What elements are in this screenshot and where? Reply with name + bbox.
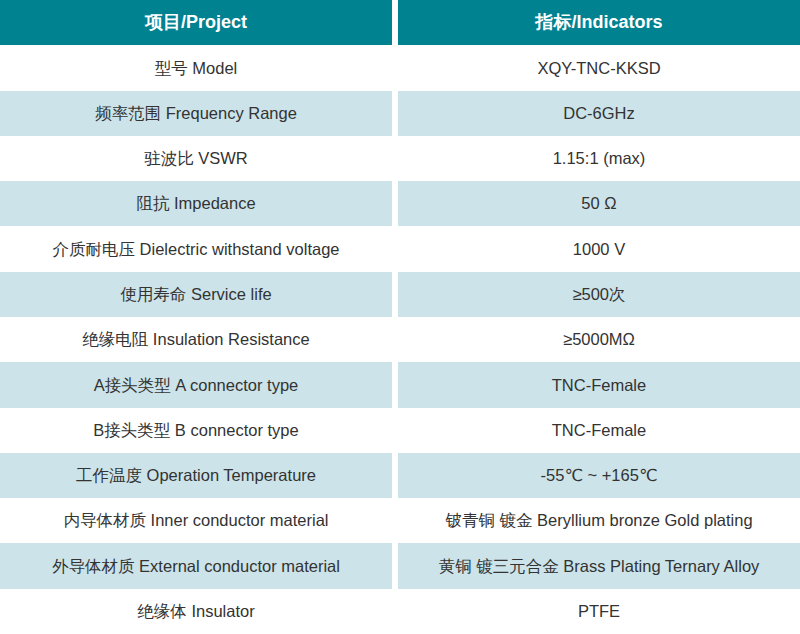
row-value-cell: 1.15:1 (max): [398, 136, 800, 181]
table-row: 内导体材质 Inner conductor material 铍青铜 镀金 Be…: [0, 498, 800, 543]
row-label-cell: A接头类型 A connector type: [0, 362, 398, 407]
row-label-cell: 型号 Model: [0, 45, 398, 90]
row-value-cell: DC-6GHz: [398, 91, 800, 136]
row-label-cell: 绝缘电阻 Insulation Resistance: [0, 317, 398, 362]
row-value-cell: ≥5000MΩ: [398, 317, 800, 362]
table-row: 外导体材质 External conductor material 黄铜 镀三元…: [0, 543, 800, 588]
table-row: 绝缘体 Insulator PTFE: [0, 589, 800, 634]
row-value-cell: ≥500次: [398, 272, 800, 317]
table-row: 工作温度 Operation Temperature -55℃ ~ +165℃: [0, 453, 800, 498]
row-value-cell: PTFE: [398, 589, 800, 634]
row-label-cell: B接头类型 B connector type: [0, 408, 398, 453]
row-label-cell: 绝缘体 Insulator: [0, 589, 398, 634]
row-value-cell: 50 Ω: [398, 181, 800, 226]
row-value-cell: 铍青铜 镀金 Beryllium bronze Gold plating: [398, 498, 800, 543]
header-indicators-cell: 指标/Indicators: [398, 0, 800, 45]
table-header-row: 项目/Project 指标/Indicators: [0, 0, 800, 45]
row-value-cell: XQY-TNC-KKSD: [398, 45, 800, 90]
row-label-cell: 外导体材质 External conductor material: [0, 543, 398, 588]
product-spec-table: 项目/Project 指标/Indicators 型号 Model XQY-TN…: [0, 0, 800, 634]
row-label-cell: 介质耐电压 Dielectric withstand voltage: [0, 226, 398, 271]
table-row: A接头类型 A connector type TNC-Female: [0, 362, 800, 407]
table-row: 驻波比 VSWR 1.15:1 (max): [0, 136, 800, 181]
row-label-cell: 驻波比 VSWR: [0, 136, 398, 181]
table-row: 使用寿命 Service life ≥500次: [0, 272, 800, 317]
row-value-cell: TNC-Female: [398, 408, 800, 453]
row-label-cell: 使用寿命 Service life: [0, 272, 398, 317]
table-row: 绝缘电阻 Insulation Resistance ≥5000MΩ: [0, 317, 800, 362]
row-label-cell: 工作温度 Operation Temperature: [0, 453, 398, 498]
header-project-cell: 项目/Project: [0, 0, 398, 45]
table-row: 介质耐电压 Dielectric withstand voltage 1000 …: [0, 226, 800, 271]
row-value-cell: -55℃ ~ +165℃: [398, 453, 800, 498]
row-value-cell: 1000 V: [398, 226, 800, 271]
row-value-cell: TNC-Female: [398, 362, 800, 407]
table-row: B接头类型 B connector type TNC-Female: [0, 408, 800, 453]
row-label-cell: 频率范围 Frequency Range: [0, 91, 398, 136]
table-row: 阻抗 Impedance 50 Ω: [0, 181, 800, 226]
row-label-cell: 阻抗 Impedance: [0, 181, 398, 226]
table-row: 频率范围 Frequency Range DC-6GHz: [0, 91, 800, 136]
row-value-cell: 黄铜 镀三元合金 Brass Plating Ternary Alloy: [398, 543, 800, 588]
row-label-cell: 内导体材质 Inner conductor material: [0, 498, 398, 543]
table-row: 型号 Model XQY-TNC-KKSD: [0, 45, 800, 90]
